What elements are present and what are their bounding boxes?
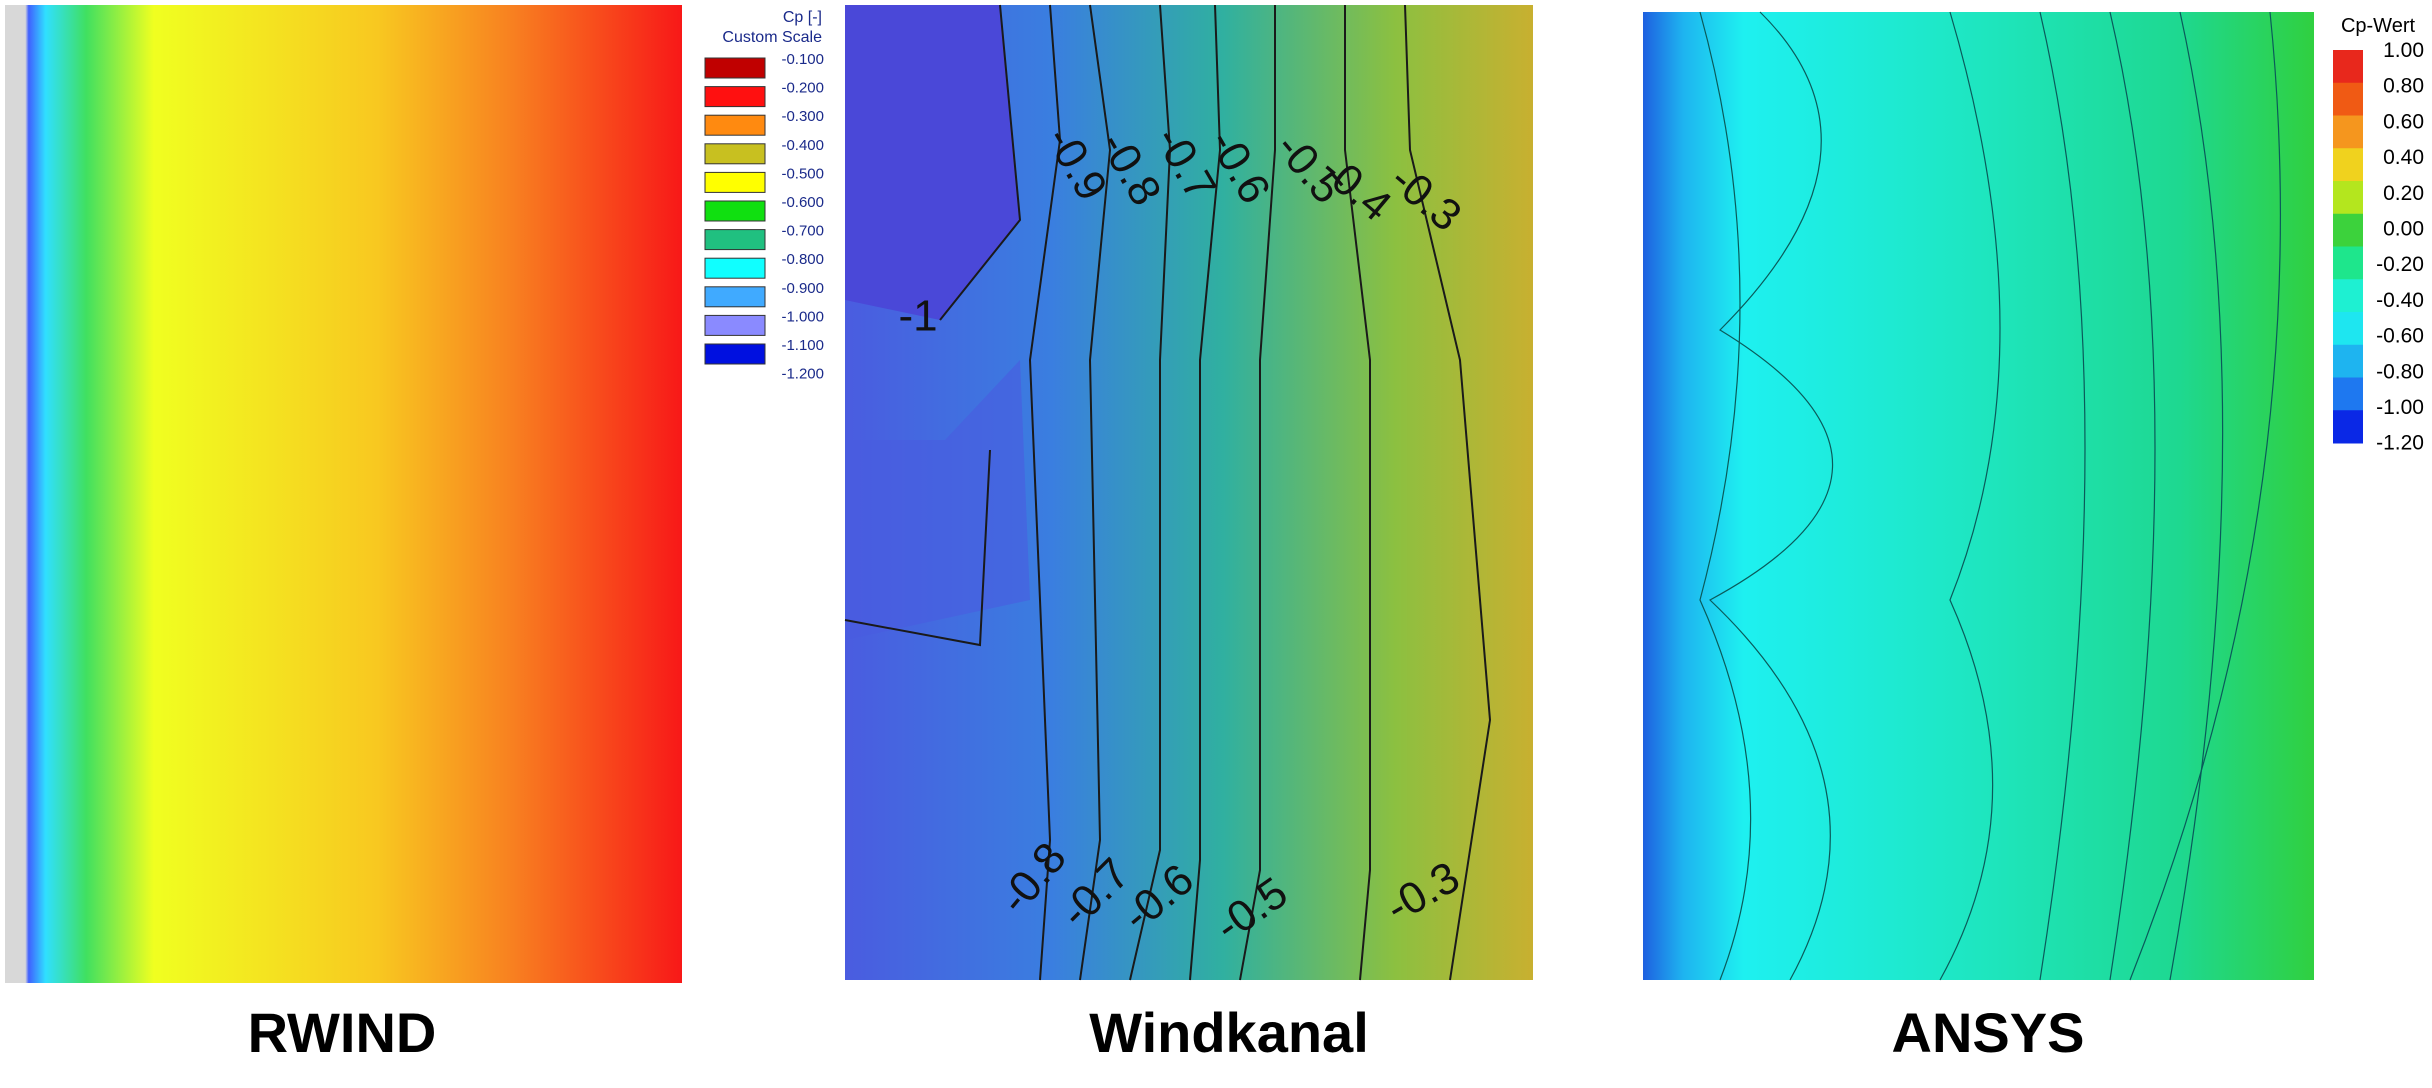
legend-swatch — [704, 114, 766, 136]
legend-title: Cp-Wert — [2341, 15, 2416, 37]
color-band — [2333, 50, 2363, 84]
legend-label: -0.300 — [781, 108, 824, 125]
legend-label: -1.20 — [2376, 432, 2424, 455]
legend-label: -0.600 — [781, 194, 824, 211]
legend-label: 0.20 — [2383, 182, 2424, 205]
legend-label: -0.100 — [781, 51, 824, 68]
legend-title: Custom Scale — [722, 29, 822, 46]
contour-plot — [1643, 12, 2314, 980]
color-band — [2333, 344, 2363, 378]
legend-label: -1.200 — [781, 366, 824, 383]
contour-lines — [844, 4, 1492, 981]
color-band — [2333, 312, 2363, 346]
caption: ANSYS — [1892, 1001, 2085, 1064]
contour-lines — [1699, 11, 2281, 981]
legend-swatch — [704, 314, 766, 336]
legend-label: -0.200 — [781, 80, 824, 97]
legend-label: 0.40 — [2383, 146, 2424, 169]
legend-swatch — [704, 257, 766, 279]
color-band — [2333, 181, 2363, 215]
color-band — [2333, 82, 2363, 116]
legend-swatch — [704, 343, 766, 365]
legend-label: -0.800 — [781, 251, 824, 268]
legend-label: -1.00 — [2376, 396, 2424, 419]
legend-label: -0.400 — [781, 137, 824, 154]
windkanal-panel: -0.9-0.8-0.7-0.6-0.5-0.4-0.3-1-0.8-0.7-0… — [844, 4, 1533, 1064]
legend-label: -0.500 — [781, 165, 824, 182]
legend-label: -0.40 — [2376, 289, 2424, 312]
legend: Cp [-] Custom Scale -0.100 -0.200 -0.300 -0.4… — [704, 9, 824, 383]
legend-label: -0.80 — [2376, 360, 2424, 383]
legend-swatch — [704, 86, 766, 108]
legend-swatch — [704, 57, 766, 79]
color-band — [2333, 377, 2363, 411]
color-band — [2333, 213, 2363, 247]
region — [845, 5, 1020, 320]
legend-label: 0.00 — [2383, 218, 2424, 241]
legend-label: -1.100 — [781, 337, 824, 354]
color-band — [2333, 115, 2363, 149]
legend-title: Cp [-] — [783, 9, 822, 26]
ansys-panel: ANSYS — [1643, 11, 2314, 1064]
legend-label: 0.60 — [2383, 110, 2424, 133]
legend-label: -1.000 — [781, 308, 824, 325]
color-band — [2333, 279, 2363, 313]
legend-swatch — [704, 171, 766, 193]
legend-swatch — [704, 200, 766, 222]
legend-swatch — [704, 229, 766, 251]
contour-label: -1 — [898, 292, 937, 341]
legend-label: 0.80 — [2383, 75, 2424, 98]
caption: RWIND — [248, 1001, 437, 1064]
caption: Windkanal — [1089, 1001, 1369, 1064]
legend-swatch — [704, 286, 766, 308]
rwind-panel: RWIND — [5, 5, 682, 1064]
legend-label: -0.700 — [781, 223, 824, 240]
color-band — [2333, 246, 2363, 280]
color-band — [2333, 148, 2363, 182]
legend-swatch — [704, 143, 766, 165]
legend-label: -0.20 — [2376, 253, 2424, 276]
legend-label: 1.00 — [2383, 39, 2424, 62]
contour-plot — [5, 5, 682, 983]
color-band — [2333, 410, 2363, 444]
legend-label: -0.900 — [781, 280, 824, 297]
legend-label: -0.60 — [2376, 325, 2424, 348]
